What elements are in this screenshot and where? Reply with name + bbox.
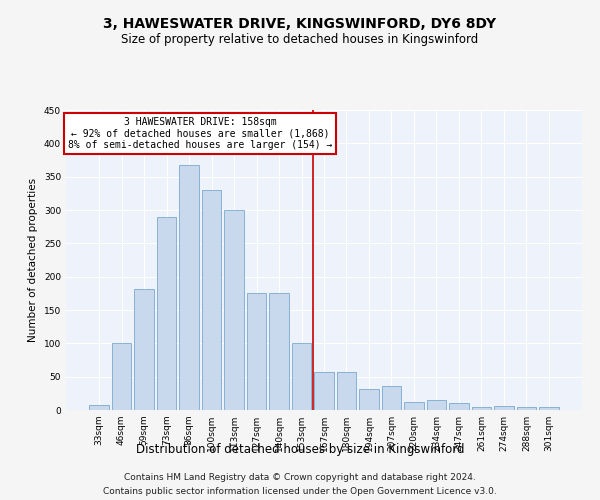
- Text: 3 HAWESWATER DRIVE: 158sqm
← 92% of detached houses are smaller (1,868)
8% of se: 3 HAWESWATER DRIVE: 158sqm ← 92% of deta…: [68, 116, 332, 150]
- Bar: [157, 216, 176, 410]
- Bar: [404, 402, 424, 410]
- Text: 3, HAWESWATER DRIVE, KINGSWINFORD, DY6 8DY: 3, HAWESWATER DRIVE, KINGSWINFORD, DY6 8…: [103, 18, 497, 32]
- Y-axis label: Number of detached properties: Number of detached properties: [28, 178, 38, 342]
- Text: Distribution of detached houses by size in Kingswinford: Distribution of detached houses by size …: [136, 442, 464, 456]
- Text: Size of property relative to detached houses in Kingswinford: Size of property relative to detached ho…: [121, 32, 479, 46]
- Bar: [179, 164, 199, 410]
- Bar: [112, 342, 131, 410]
- Bar: [89, 404, 109, 410]
- Bar: [517, 406, 536, 410]
- Bar: [202, 190, 221, 410]
- Bar: [247, 294, 266, 410]
- Bar: [472, 406, 491, 410]
- Bar: [314, 372, 334, 410]
- Bar: [494, 406, 514, 410]
- Bar: [224, 210, 244, 410]
- Bar: [382, 386, 401, 410]
- Text: Contains HM Land Registry data © Crown copyright and database right 2024.: Contains HM Land Registry data © Crown c…: [124, 472, 476, 482]
- Bar: [134, 290, 154, 410]
- Bar: [337, 372, 356, 410]
- Bar: [449, 404, 469, 410]
- Text: Contains public sector information licensed under the Open Government Licence v3: Contains public sector information licen…: [103, 488, 497, 496]
- Bar: [359, 388, 379, 410]
- Bar: [427, 400, 446, 410]
- Bar: [292, 344, 311, 410]
- Bar: [539, 406, 559, 410]
- Bar: [269, 294, 289, 410]
